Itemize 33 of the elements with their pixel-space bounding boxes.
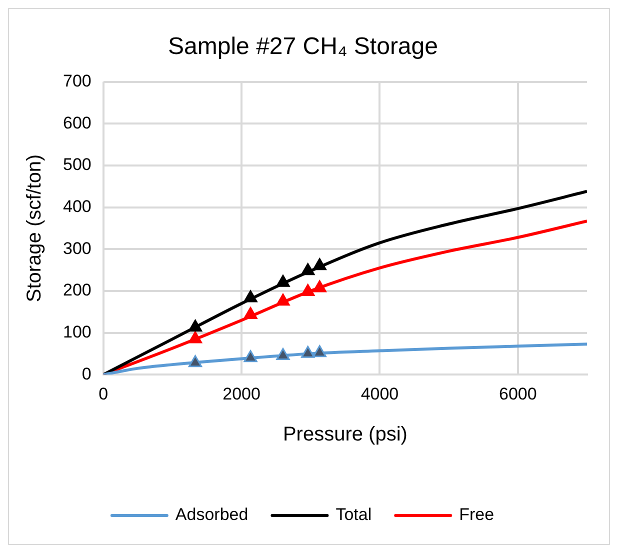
point xyxy=(244,290,258,302)
x-tick-label: 2000 xyxy=(222,384,260,404)
legend-label: Adsorbed xyxy=(175,505,248,524)
point xyxy=(276,294,290,306)
point xyxy=(244,307,258,320)
x-tick-label: 6000 xyxy=(498,384,537,404)
y-tick-label: 600 xyxy=(62,113,92,132)
point xyxy=(301,263,315,276)
y-tick-label: 0 xyxy=(82,364,92,384)
y-tick-label: 700 xyxy=(62,71,92,90)
point xyxy=(276,274,290,287)
point xyxy=(188,331,202,344)
legend-label: Total xyxy=(336,505,372,524)
point xyxy=(188,320,202,332)
point xyxy=(244,350,258,362)
x-tick-label: 4000 xyxy=(360,384,399,404)
y-axis-title: Storage (scf/ton) xyxy=(24,154,46,302)
legend-label: Free xyxy=(459,505,494,524)
x-tick-label: 0 xyxy=(98,384,108,404)
chart-title: Sample #27 CH₄ Storage xyxy=(168,33,438,60)
y-tick-label: 400 xyxy=(62,196,92,216)
point xyxy=(312,345,326,358)
y-tick-label: 500 xyxy=(62,155,92,174)
point xyxy=(312,258,326,270)
y-tick-label: 200 xyxy=(62,280,92,300)
point xyxy=(301,346,315,358)
y-tick-label: 100 xyxy=(62,322,92,342)
point xyxy=(276,348,290,360)
point xyxy=(301,284,315,296)
point xyxy=(312,280,326,292)
point xyxy=(188,355,202,368)
y-tick-label: 300 xyxy=(62,238,92,258)
x-axis-title: Pressure (psi) xyxy=(282,424,408,446)
